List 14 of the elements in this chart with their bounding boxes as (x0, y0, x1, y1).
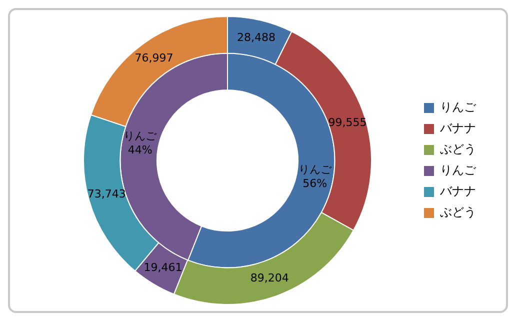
legend-label: ぶどう (440, 142, 476, 156)
legend-label: バナナ (439, 121, 476, 136)
data-label: 28,488 (237, 31, 276, 44)
legend-label: バナナ (439, 184, 476, 198)
data-label: 76,997 (134, 51, 174, 64)
data-label: 99,555 (328, 116, 367, 130)
legend-label: ぶどう (440, 205, 476, 220)
data-label: 19,461 (144, 261, 182, 274)
legend-label: りんご (440, 163, 477, 178)
data-label: りんご 56% (298, 163, 332, 190)
data-label: 73,743 (87, 188, 126, 201)
data-label: 89,204 (250, 272, 289, 285)
legend-label: りんご (440, 100, 477, 114)
data-label: りんご 44% (124, 130, 158, 157)
